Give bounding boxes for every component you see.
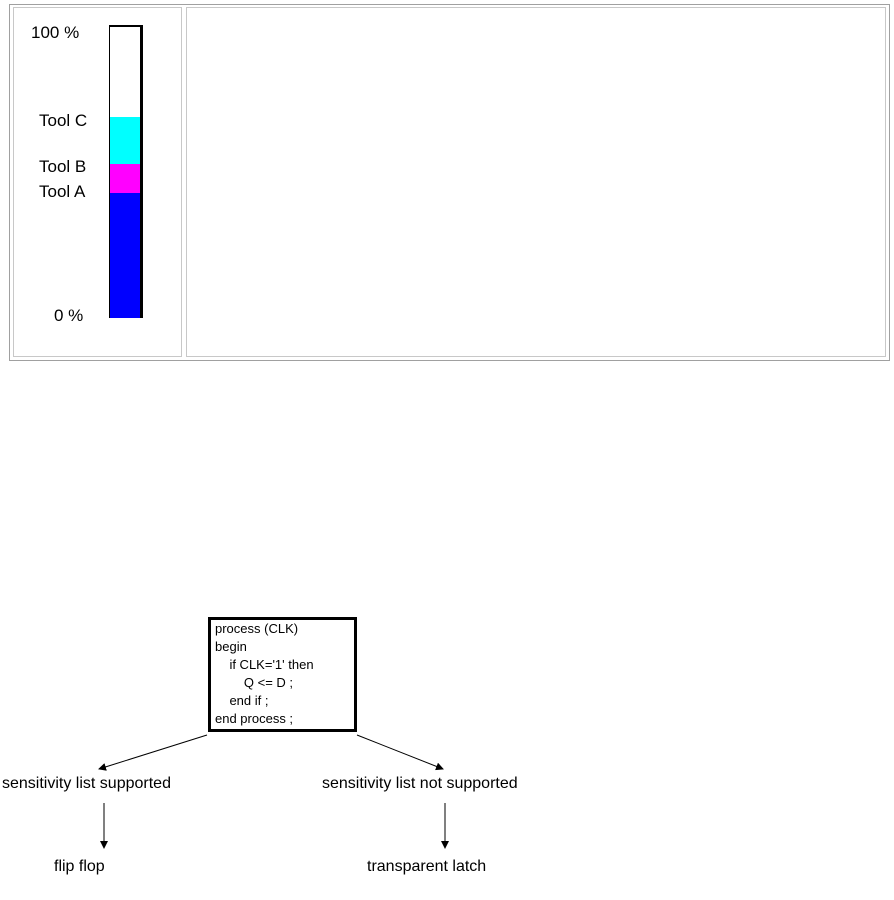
- right-branch-label: sensitivity list not supported: [322, 775, 518, 792]
- empty-cell: [186, 7, 886, 357]
- label-tool-c: Tool C: [39, 111, 88, 130]
- code-line: process (CLK): [215, 621, 299, 636]
- transparent-latch-label: transparent latch: [367, 858, 487, 875]
- label-0-percent: 0 %: [54, 306, 84, 325]
- code-line: end process ;: [215, 711, 294, 726]
- code-line: Q <= D ;: [215, 675, 294, 690]
- code-line: begin: [215, 639, 247, 654]
- label-tool-b: Tool B: [39, 157, 87, 176]
- code-box: process (CLK) begin if CLK='1' then Q <=…: [208, 617, 357, 732]
- stacked-bar: [109, 25, 143, 318]
- segment-tool-a: [110, 192, 140, 318]
- segment-tool-c: [110, 117, 140, 164]
- flip-flop-label: flip flop: [54, 858, 105, 875]
- left-branch-label: sensitivity list supported: [2, 775, 171, 792]
- label-tool-a: Tool A: [39, 182, 86, 201]
- label-100-percent: 100 %: [31, 23, 80, 42]
- code-line: end if ;: [215, 693, 269, 708]
- code-line: if CLK='1' then: [215, 657, 314, 672]
- segment-tool-b: [110, 163, 140, 193]
- chart-frame: [9, 4, 890, 361]
- arrow-to-right-branch: [356, 734, 444, 771]
- arrow-to-left-branch: [98, 734, 208, 771]
- chart-cell: [13, 7, 182, 357]
